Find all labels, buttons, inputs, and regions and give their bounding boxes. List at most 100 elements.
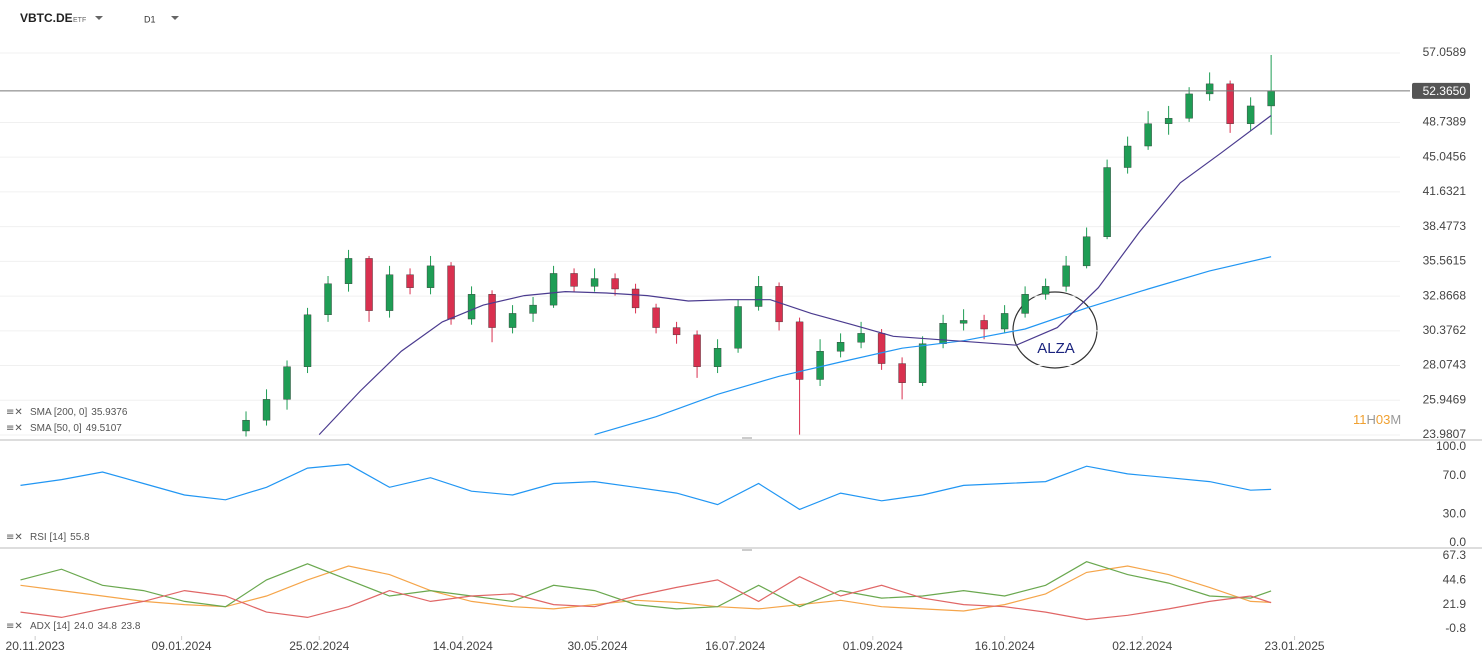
indicator-line <box>20 565 1272 612</box>
x-tick-label: 30.05.2024 <box>567 639 627 653</box>
candle-body <box>1082 236 1091 267</box>
candle-body <box>857 333 865 343</box>
candle-body <box>980 320 988 330</box>
candle-body <box>816 351 824 380</box>
legend-icon: ≡✕ <box>6 621 23 632</box>
candle-body <box>549 273 558 306</box>
x-tick-label: 09.01.2024 <box>152 639 212 653</box>
x-tick-label: 20.11.2023 <box>6 639 65 653</box>
symbol[interactable]: VBTC.DE <box>20 11 73 25</box>
y-tick-label: 30.3762 <box>1423 323 1467 337</box>
x-tick-label: 02.12.2024 <box>1112 639 1172 653</box>
indicator-line <box>20 463 1272 511</box>
candle-body <box>488 294 496 328</box>
candle-body <box>693 334 701 367</box>
legend-icon: ≡✕ <box>6 407 23 418</box>
candle-body <box>426 265 435 288</box>
x-tick-label: 14.04.2024 <box>433 639 493 653</box>
timeframe-dropdown[interactable] <box>171 16 179 20</box>
candle-body <box>1041 286 1050 295</box>
legend-value: 34.8 <box>98 621 118 632</box>
candle-body <box>898 363 906 383</box>
candle-body <box>303 314 312 367</box>
legend-value: 55.8 <box>70 532 90 543</box>
legend-name: ADX [14] <box>30 621 70 632</box>
legend-name: SMA [200, 0] <box>30 407 87 418</box>
candle-body <box>1123 145 1132 168</box>
countdown: 11H03M <box>1353 412 1401 427</box>
y-tick-label: 28.0743 <box>1423 358 1467 372</box>
sma-line <box>318 115 1272 436</box>
countdown-part: H <box>1367 412 1376 427</box>
candle-body <box>1205 83 1214 95</box>
countdown-part: M <box>1390 412 1401 427</box>
candle-body <box>1164 118 1173 124</box>
annotation-text: ALZA <box>1037 340 1075 357</box>
y-tick-label: 23.9807 <box>1423 427 1467 441</box>
legend-entry: RSI [14] 55.8 <box>30 532 90 543</box>
y-tick-label: -0.8 <box>1445 621 1466 635</box>
y-tick-label: 57.0589 <box>1423 45 1467 59</box>
candle-body <box>959 320 968 324</box>
candle-body <box>447 265 455 320</box>
candle-body <box>1226 83 1234 124</box>
y-tick-label: 45.0456 <box>1423 149 1467 163</box>
candle-body <box>713 348 722 367</box>
candle-body <box>1267 90 1275 107</box>
candle-body <box>283 366 291 400</box>
last-price-label: 52.3650 <box>1423 84 1467 98</box>
candle-body <box>877 333 886 364</box>
last-price-box <box>1412 82 1470 99</box>
y-tick-label: 35.5615 <box>1423 254 1467 268</box>
legend-icon: ≡✕ <box>6 423 23 434</box>
candle-body <box>1144 123 1152 147</box>
y-tick-label: 44.6 <box>1443 573 1467 587</box>
legend-entry: SMA [50, 0] 49.5107 <box>30 423 122 434</box>
y-tick-label: 0.0 <box>1449 535 1466 549</box>
countdown-part: 11 <box>1353 412 1367 427</box>
y-tick-label: 48.7389 <box>1423 115 1467 129</box>
y-tick-label: 32.8668 <box>1423 288 1467 302</box>
indicator-line <box>20 576 1272 621</box>
instrument-type: ETF <box>73 17 86 24</box>
x-tick-label: 23.01.2025 <box>1265 639 1325 653</box>
candle-body <box>529 304 537 314</box>
candle-body <box>1185 93 1193 119</box>
legend-value: 24.0 <box>74 621 94 632</box>
legend-icon: ≡✕ <box>6 532 23 543</box>
candle-body <box>242 419 250 432</box>
candle-body <box>467 294 476 320</box>
legend-entry: SMA [200, 0] 35.9376 <box>30 407 128 418</box>
y-tick-label: 100.0 <box>1436 439 1466 453</box>
candle-body <box>1246 105 1255 124</box>
y-tick-label: 70.0 <box>1443 468 1467 482</box>
candle-body <box>1021 294 1029 314</box>
y-tick-label: 21.9 <box>1443 597 1467 611</box>
candle-body <box>508 313 517 328</box>
candle-body <box>775 286 783 323</box>
candle-body <box>836 342 845 352</box>
legend-name: RSI [14] <box>30 532 66 543</box>
candle-body <box>385 274 394 311</box>
candle-body <box>570 273 578 287</box>
candle-body <box>918 343 927 383</box>
x-tick-label: 25.02.2024 <box>289 639 349 653</box>
candle-body <box>365 258 373 311</box>
annotation-ellipse <box>1012 291 1098 369</box>
x-tick-label: 16.10.2024 <box>975 639 1035 653</box>
legend-entry: ADX [14] 24.0 34.8 23.8 <box>30 621 141 632</box>
y-tick-label: 25.9469 <box>1423 392 1467 406</box>
legend-name: SMA [50, 0] <box>30 423 82 434</box>
y-tick-label: 30.0 <box>1443 506 1467 520</box>
legend-value: 49.5107 <box>86 423 123 434</box>
legend-value: 23.8 <box>121 621 141 632</box>
timeframe[interactable]: D1 <box>144 14 156 24</box>
candle-body <box>590 278 599 287</box>
symbol-dropdown[interactable] <box>95 16 103 20</box>
candle-body <box>1000 313 1009 330</box>
candle-body <box>795 321 804 380</box>
indicator-line <box>20 561 1272 610</box>
candle-body <box>631 288 640 309</box>
